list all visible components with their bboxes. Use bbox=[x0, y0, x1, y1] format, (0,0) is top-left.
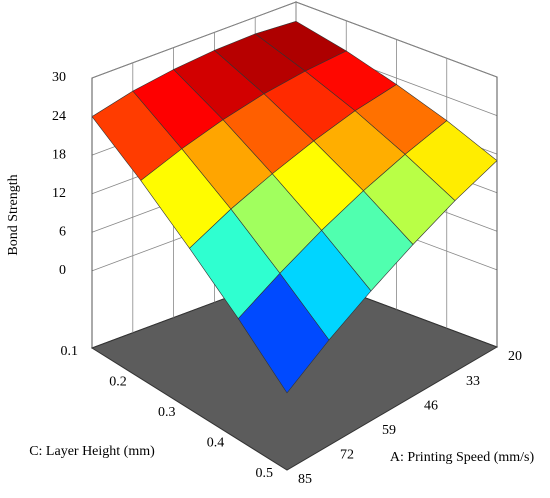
x-tick-label: 46 bbox=[424, 398, 438, 413]
z-tick-label: 30 bbox=[52, 70, 66, 85]
z-tick-label: 6 bbox=[59, 225, 66, 240]
z-axis-label: Bond Strength bbox=[6, 174, 21, 255]
y-tick-label: 0.3 bbox=[158, 405, 176, 420]
y-tick-label: 0.4 bbox=[207, 436, 225, 451]
z-tick-label: 12 bbox=[52, 186, 66, 201]
x-axis-label: A: Printing Speed (mm/s) bbox=[390, 450, 535, 465]
x-tick-label: 72 bbox=[340, 448, 354, 463]
x-tick-label: 20 bbox=[508, 349, 522, 364]
surface-patch bbox=[237, 272, 330, 394]
x-tick-label: 33 bbox=[466, 374, 480, 389]
z-tick-label: 24 bbox=[52, 109, 66, 124]
y-tick-label: 0.5 bbox=[256, 466, 274, 481]
x-tick-label: 85 bbox=[298, 472, 312, 487]
z-tick-label: 0 bbox=[59, 263, 66, 278]
y-tick-label: 0.1 bbox=[61, 344, 79, 359]
y-axis-label: C: Layer Height (mm) bbox=[29, 444, 155, 459]
x-tick-label: 59 bbox=[382, 423, 396, 438]
z-tick-label: 18 bbox=[52, 147, 66, 162]
y-tick-label: 0.2 bbox=[109, 375, 127, 390]
